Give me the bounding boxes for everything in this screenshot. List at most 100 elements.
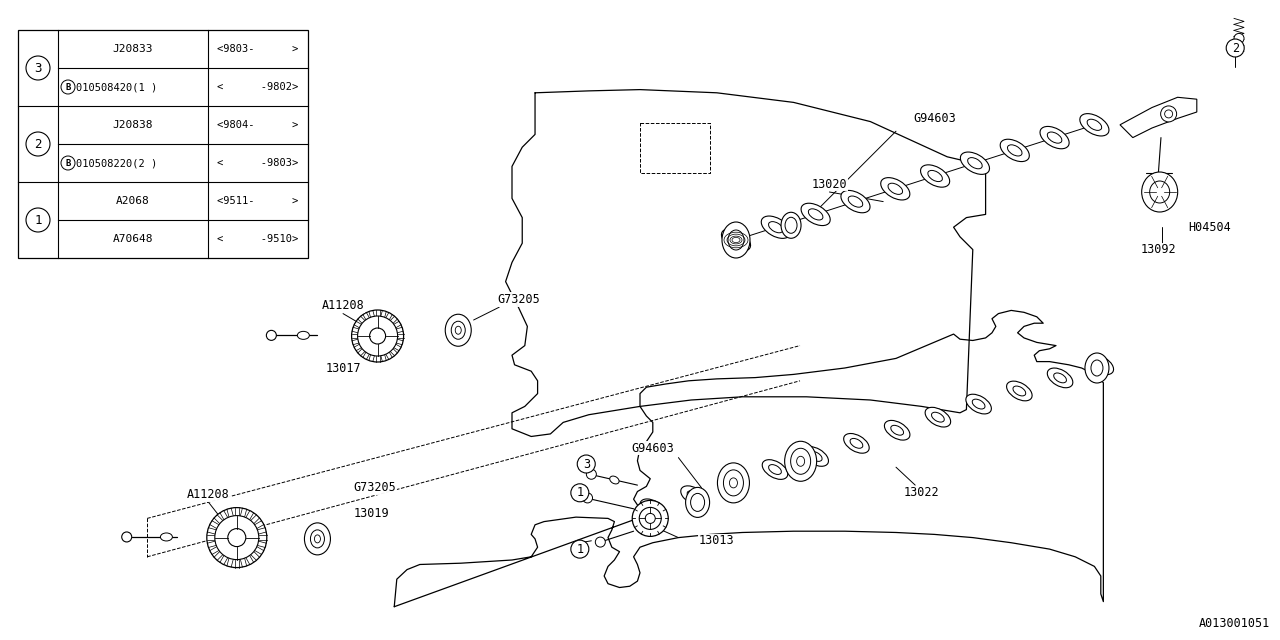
Text: B: B bbox=[65, 159, 70, 168]
Bar bbox=[18, 30, 308, 258]
Ellipse shape bbox=[681, 486, 707, 506]
Ellipse shape bbox=[768, 221, 783, 233]
Text: <9511-      >: <9511- > bbox=[218, 196, 298, 206]
Ellipse shape bbox=[762, 460, 787, 479]
Text: A11208: A11208 bbox=[187, 488, 230, 501]
Ellipse shape bbox=[1006, 381, 1032, 401]
Ellipse shape bbox=[809, 209, 823, 220]
Text: 1: 1 bbox=[576, 486, 584, 499]
Ellipse shape bbox=[803, 447, 828, 467]
Circle shape bbox=[577, 455, 595, 473]
Circle shape bbox=[228, 529, 246, 547]
Text: G94603: G94603 bbox=[913, 112, 956, 125]
Ellipse shape bbox=[728, 477, 741, 488]
Ellipse shape bbox=[305, 523, 330, 555]
Text: J20838: J20838 bbox=[113, 120, 154, 130]
Circle shape bbox=[26, 132, 50, 156]
Circle shape bbox=[1161, 106, 1176, 122]
Ellipse shape bbox=[728, 234, 744, 246]
Text: 13022: 13022 bbox=[904, 486, 940, 499]
Text: B: B bbox=[65, 83, 70, 92]
Ellipse shape bbox=[920, 165, 950, 187]
Ellipse shape bbox=[849, 196, 863, 207]
Ellipse shape bbox=[315, 535, 320, 543]
Ellipse shape bbox=[456, 326, 461, 334]
Ellipse shape bbox=[311, 530, 324, 548]
Ellipse shape bbox=[609, 476, 620, 484]
Circle shape bbox=[571, 484, 589, 502]
Ellipse shape bbox=[932, 412, 945, 422]
Ellipse shape bbox=[1041, 127, 1069, 148]
Circle shape bbox=[266, 330, 276, 340]
Ellipse shape bbox=[1012, 386, 1025, 396]
Text: 3: 3 bbox=[582, 458, 590, 470]
Ellipse shape bbox=[781, 212, 801, 238]
Ellipse shape bbox=[452, 321, 465, 339]
Ellipse shape bbox=[888, 183, 902, 195]
Ellipse shape bbox=[768, 465, 781, 474]
Text: 13020: 13020 bbox=[812, 178, 847, 191]
Circle shape bbox=[26, 208, 50, 232]
Circle shape bbox=[632, 500, 668, 536]
Text: A013001051: A013001051 bbox=[1199, 617, 1270, 630]
Circle shape bbox=[595, 537, 605, 547]
Text: 3: 3 bbox=[35, 61, 42, 74]
Text: A11208: A11208 bbox=[321, 300, 365, 312]
Ellipse shape bbox=[1053, 373, 1066, 383]
Ellipse shape bbox=[718, 463, 750, 503]
Text: J20833: J20833 bbox=[113, 44, 154, 54]
Ellipse shape bbox=[928, 170, 942, 182]
Ellipse shape bbox=[1047, 368, 1073, 388]
Ellipse shape bbox=[1091, 360, 1103, 376]
Text: 1: 1 bbox=[35, 214, 42, 227]
Circle shape bbox=[61, 80, 76, 94]
Ellipse shape bbox=[1080, 114, 1108, 136]
Circle shape bbox=[357, 316, 398, 356]
Text: <      -9510>: < -9510> bbox=[218, 234, 298, 244]
Circle shape bbox=[61, 156, 76, 170]
Ellipse shape bbox=[1149, 181, 1170, 203]
Text: A2068: A2068 bbox=[116, 196, 150, 206]
Text: 1: 1 bbox=[576, 543, 584, 556]
Ellipse shape bbox=[796, 456, 805, 467]
Text: A70648: A70648 bbox=[113, 234, 154, 244]
Text: G73205: G73205 bbox=[353, 481, 397, 494]
Text: 13017: 13017 bbox=[325, 362, 361, 374]
Ellipse shape bbox=[722, 229, 750, 251]
Ellipse shape bbox=[1088, 355, 1114, 374]
Ellipse shape bbox=[722, 222, 750, 258]
Ellipse shape bbox=[850, 438, 863, 448]
Text: <9803-      >: <9803- > bbox=[218, 44, 298, 54]
Circle shape bbox=[571, 540, 589, 558]
Circle shape bbox=[1165, 110, 1172, 118]
Text: 2: 2 bbox=[35, 138, 42, 150]
Circle shape bbox=[582, 493, 593, 503]
Circle shape bbox=[352, 310, 403, 362]
Text: <9804-      >: <9804- > bbox=[218, 120, 298, 130]
Ellipse shape bbox=[686, 488, 709, 517]
Ellipse shape bbox=[297, 332, 310, 339]
Ellipse shape bbox=[160, 533, 173, 541]
Ellipse shape bbox=[785, 217, 797, 234]
Text: 13019: 13019 bbox=[353, 507, 389, 520]
Ellipse shape bbox=[809, 451, 822, 461]
Text: H04504: H04504 bbox=[1188, 221, 1231, 234]
Ellipse shape bbox=[960, 152, 989, 174]
Ellipse shape bbox=[1047, 132, 1062, 143]
Circle shape bbox=[1226, 39, 1244, 57]
Ellipse shape bbox=[801, 204, 831, 225]
Ellipse shape bbox=[1007, 145, 1021, 156]
Ellipse shape bbox=[445, 314, 471, 346]
Ellipse shape bbox=[722, 473, 748, 492]
Text: 010508420(1 ): 010508420(1 ) bbox=[76, 82, 157, 92]
Text: 13092: 13092 bbox=[1140, 243, 1176, 256]
Ellipse shape bbox=[968, 157, 982, 169]
Ellipse shape bbox=[844, 433, 869, 453]
Ellipse shape bbox=[925, 407, 951, 427]
Ellipse shape bbox=[884, 420, 910, 440]
Text: G94603: G94603 bbox=[631, 442, 675, 454]
Ellipse shape bbox=[728, 230, 744, 250]
Ellipse shape bbox=[1234, 33, 1244, 44]
Ellipse shape bbox=[966, 394, 992, 414]
Ellipse shape bbox=[1087, 119, 1102, 131]
